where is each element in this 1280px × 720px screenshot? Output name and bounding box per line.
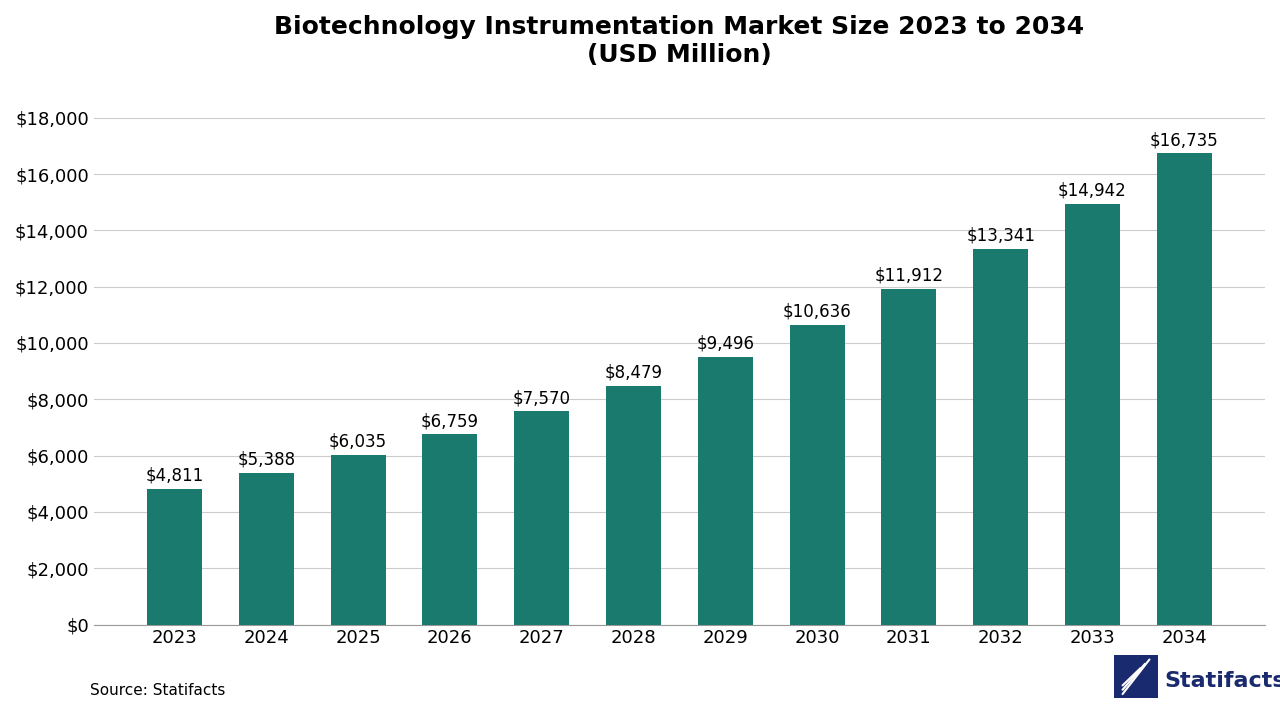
Title: Biotechnology Instrumentation Market Size 2023 to 2034
(USD Million): Biotechnology Instrumentation Market Siz… <box>274 15 1084 67</box>
Bar <box>1065 204 1120 624</box>
Text: $11,912: $11,912 <box>874 267 943 285</box>
Text: $4,811: $4,811 <box>146 467 204 485</box>
Text: $8,479: $8,479 <box>604 364 663 382</box>
Text: $5,388: $5,388 <box>237 451 296 469</box>
Text: $14,942: $14,942 <box>1059 181 1126 199</box>
Text: $9,496: $9,496 <box>696 335 754 353</box>
Text: Source: Statifacts: Source: Statifacts <box>90 683 225 698</box>
Bar <box>239 473 294 624</box>
Bar <box>147 489 202 624</box>
Bar <box>790 325 845 624</box>
Bar <box>698 357 753 624</box>
Text: $10,636: $10,636 <box>782 303 851 321</box>
Bar <box>973 249 1028 624</box>
Text: $6,759: $6,759 <box>421 412 479 430</box>
Text: $13,341: $13,341 <box>966 227 1036 245</box>
Bar <box>422 434 477 624</box>
Text: Statifacts: Statifacts <box>1165 671 1280 691</box>
Bar <box>330 454 385 624</box>
Bar <box>1157 153 1212 624</box>
Bar <box>882 289 937 624</box>
Bar <box>605 386 660 624</box>
Text: $6,035: $6,035 <box>329 433 387 451</box>
Text: $7,570: $7,570 <box>513 390 571 408</box>
Text: $16,735: $16,735 <box>1149 131 1219 149</box>
Bar <box>515 411 570 624</box>
